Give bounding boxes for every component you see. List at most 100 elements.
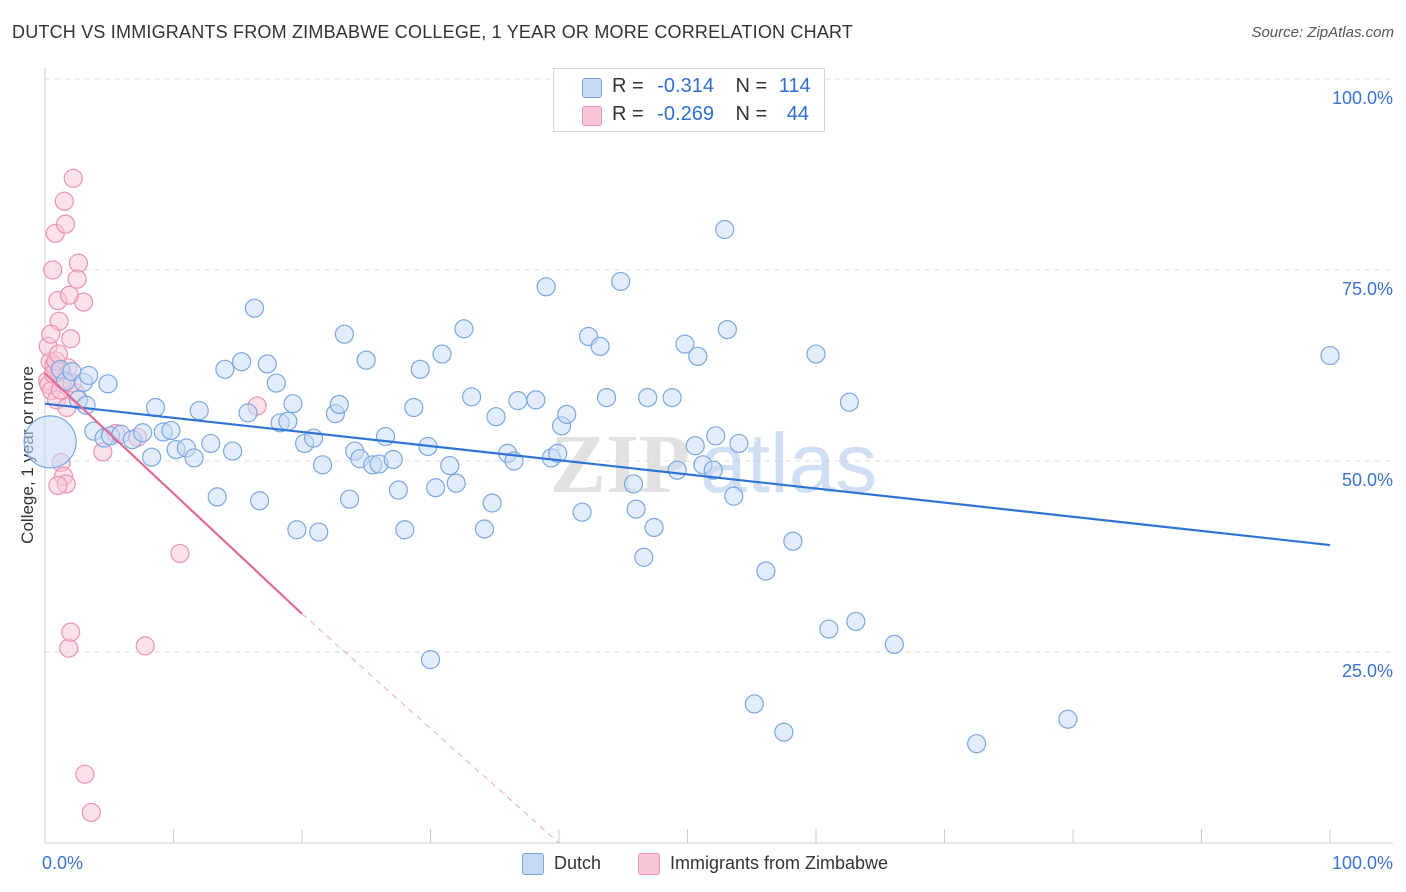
zimbabwe-point: [59, 638, 79, 658]
dutch-point: [356, 350, 376, 370]
zimbabwe-point: [48, 475, 68, 496]
stats-legend: R = -0.314 N = 114 R = -0.269 N = 44: [553, 68, 825, 132]
stats-row-dutch: R = -0.314 N = 114: [554, 74, 824, 100]
x-tick-label-min: 0.0%: [42, 853, 83, 873]
dutch-point: [446, 473, 466, 493]
zimbabwe-point: [61, 329, 81, 349]
dutch-point: [474, 519, 495, 539]
watermark-zip: ZIP: [550, 418, 690, 511]
dutch-point: [729, 433, 749, 454]
dutch-point: [404, 397, 424, 418]
dutch-point: [283, 394, 303, 414]
dutch-point: [462, 387, 482, 407]
zimbabwe-swatch: [582, 106, 602, 126]
dutch-point: [675, 334, 695, 354]
n-value-zimbabwe: 44: [786, 103, 810, 125]
dutch-point: [334, 324, 355, 344]
dutch-point: [667, 460, 687, 480]
dutch-point: [339, 489, 360, 509]
source-label: Source: ZipAtlas.com: [1251, 24, 1394, 41]
zimbabwe-point: [59, 285, 80, 305]
dutch-point: [486, 407, 506, 427]
dutch-point: [410, 359, 430, 379]
dutch-point: [839, 392, 860, 412]
dutch-point: [383, 449, 403, 470]
dutch-point: [201, 433, 221, 454]
zimbabwe-trend-line: [44, 372, 303, 615]
dutch-point: [266, 373, 286, 393]
grid-lines: [45, 78, 1393, 653]
dutch-point: [440, 455, 460, 476]
n-value-dutch: 114: [778, 75, 811, 97]
dutch-point: [482, 493, 502, 513]
dutch-point: [420, 650, 441, 670]
dutch-point: [238, 403, 258, 423]
trend-lines: [44, 372, 1331, 844]
dutch-point: [557, 404, 577, 424]
dutch-point: [688, 346, 708, 366]
dutch-point: [184, 448, 204, 468]
dutch-point: [717, 319, 737, 340]
dutch-point: [232, 352, 252, 372]
dutch-point: [756, 561, 776, 581]
dutch-point: [536, 277, 556, 297]
dutch-point: [611, 271, 631, 292]
dutch-point: [142, 447, 162, 467]
dutch-point: [287, 520, 307, 540]
dutch-point: [278, 411, 298, 431]
legend-label-dutch: Dutch: [554, 853, 602, 873]
dutch-point: [388, 480, 408, 500]
zimbabwe-point: [43, 260, 63, 280]
zimbabwe-point: [67, 269, 87, 289]
r-value-dutch: -0.314: [657, 75, 714, 97]
dutch-point: [223, 441, 243, 461]
legend-label-zimbabwe: Immigrants from Zimbabwe: [670, 853, 889, 873]
dutch-point: [98, 374, 118, 394]
zimbabwe-point: [170, 543, 190, 564]
dutch-point: [644, 517, 664, 538]
dutch-point: [395, 520, 415, 540]
dutch-point: [590, 336, 610, 356]
legend-item-dutch[interactable]: Dutch: [522, 852, 632, 878]
zimbabwe-point: [41, 324, 61, 344]
dutch-point: [23, 415, 77, 469]
dutch-point: [145, 397, 166, 418]
zimbabwe-point: [81, 802, 101, 823]
dutch-point: [685, 436, 705, 456]
dutch-point: [133, 423, 153, 443]
dutch-point: [638, 387, 658, 408]
dutch-points: [23, 219, 1340, 754]
dutch-point: [806, 344, 826, 364]
dutch-point: [783, 531, 803, 551]
dutch-legend-swatch: [522, 853, 544, 875]
r-label: R =: [612, 75, 644, 97]
dutch-trend-line: [44, 402, 1331, 547]
dutch-point: [884, 634, 904, 654]
dutch-point: [724, 486, 744, 506]
dutch-point: [967, 734, 987, 754]
legend-item-zimbabwe[interactable]: Immigrants from Zimbabwe: [638, 852, 938, 878]
zimbabwe-point: [68, 253, 89, 273]
dutch-point: [161, 420, 181, 441]
dutch-point: [454, 319, 474, 339]
dutch-point: [819, 619, 839, 639]
dutch-point: [572, 502, 592, 522]
dutch-point: [846, 611, 866, 632]
zimbabwe-points: [37, 168, 267, 823]
r-value-zimbabwe: -0.269: [657, 103, 714, 125]
dutch-point: [309, 522, 329, 542]
zimbabwe-legend-swatch: [638, 853, 660, 875]
dutch-swatch: [582, 78, 602, 98]
dutch-point: [634, 547, 654, 567]
tick-labels: 0.0% 100.0% 25.0% 50.0% 75.0% 100.0%: [42, 88, 1393, 873]
dutch-point: [329, 394, 349, 415]
dutch-point: [79, 365, 99, 386]
dutch-point: [508, 391, 528, 411]
chart-title: DUTCH VS IMMIGRANTS FROM ZIMBABWE COLLEG…: [12, 22, 854, 42]
dutch-point: [312, 455, 333, 475]
zimbabwe-point: [75, 764, 95, 784]
dutch-point: [744, 694, 764, 714]
dutch-point: [703, 460, 723, 480]
dutch-point: [249, 491, 270, 511]
y-tick-label-75: 75.0%: [1342, 279, 1393, 299]
